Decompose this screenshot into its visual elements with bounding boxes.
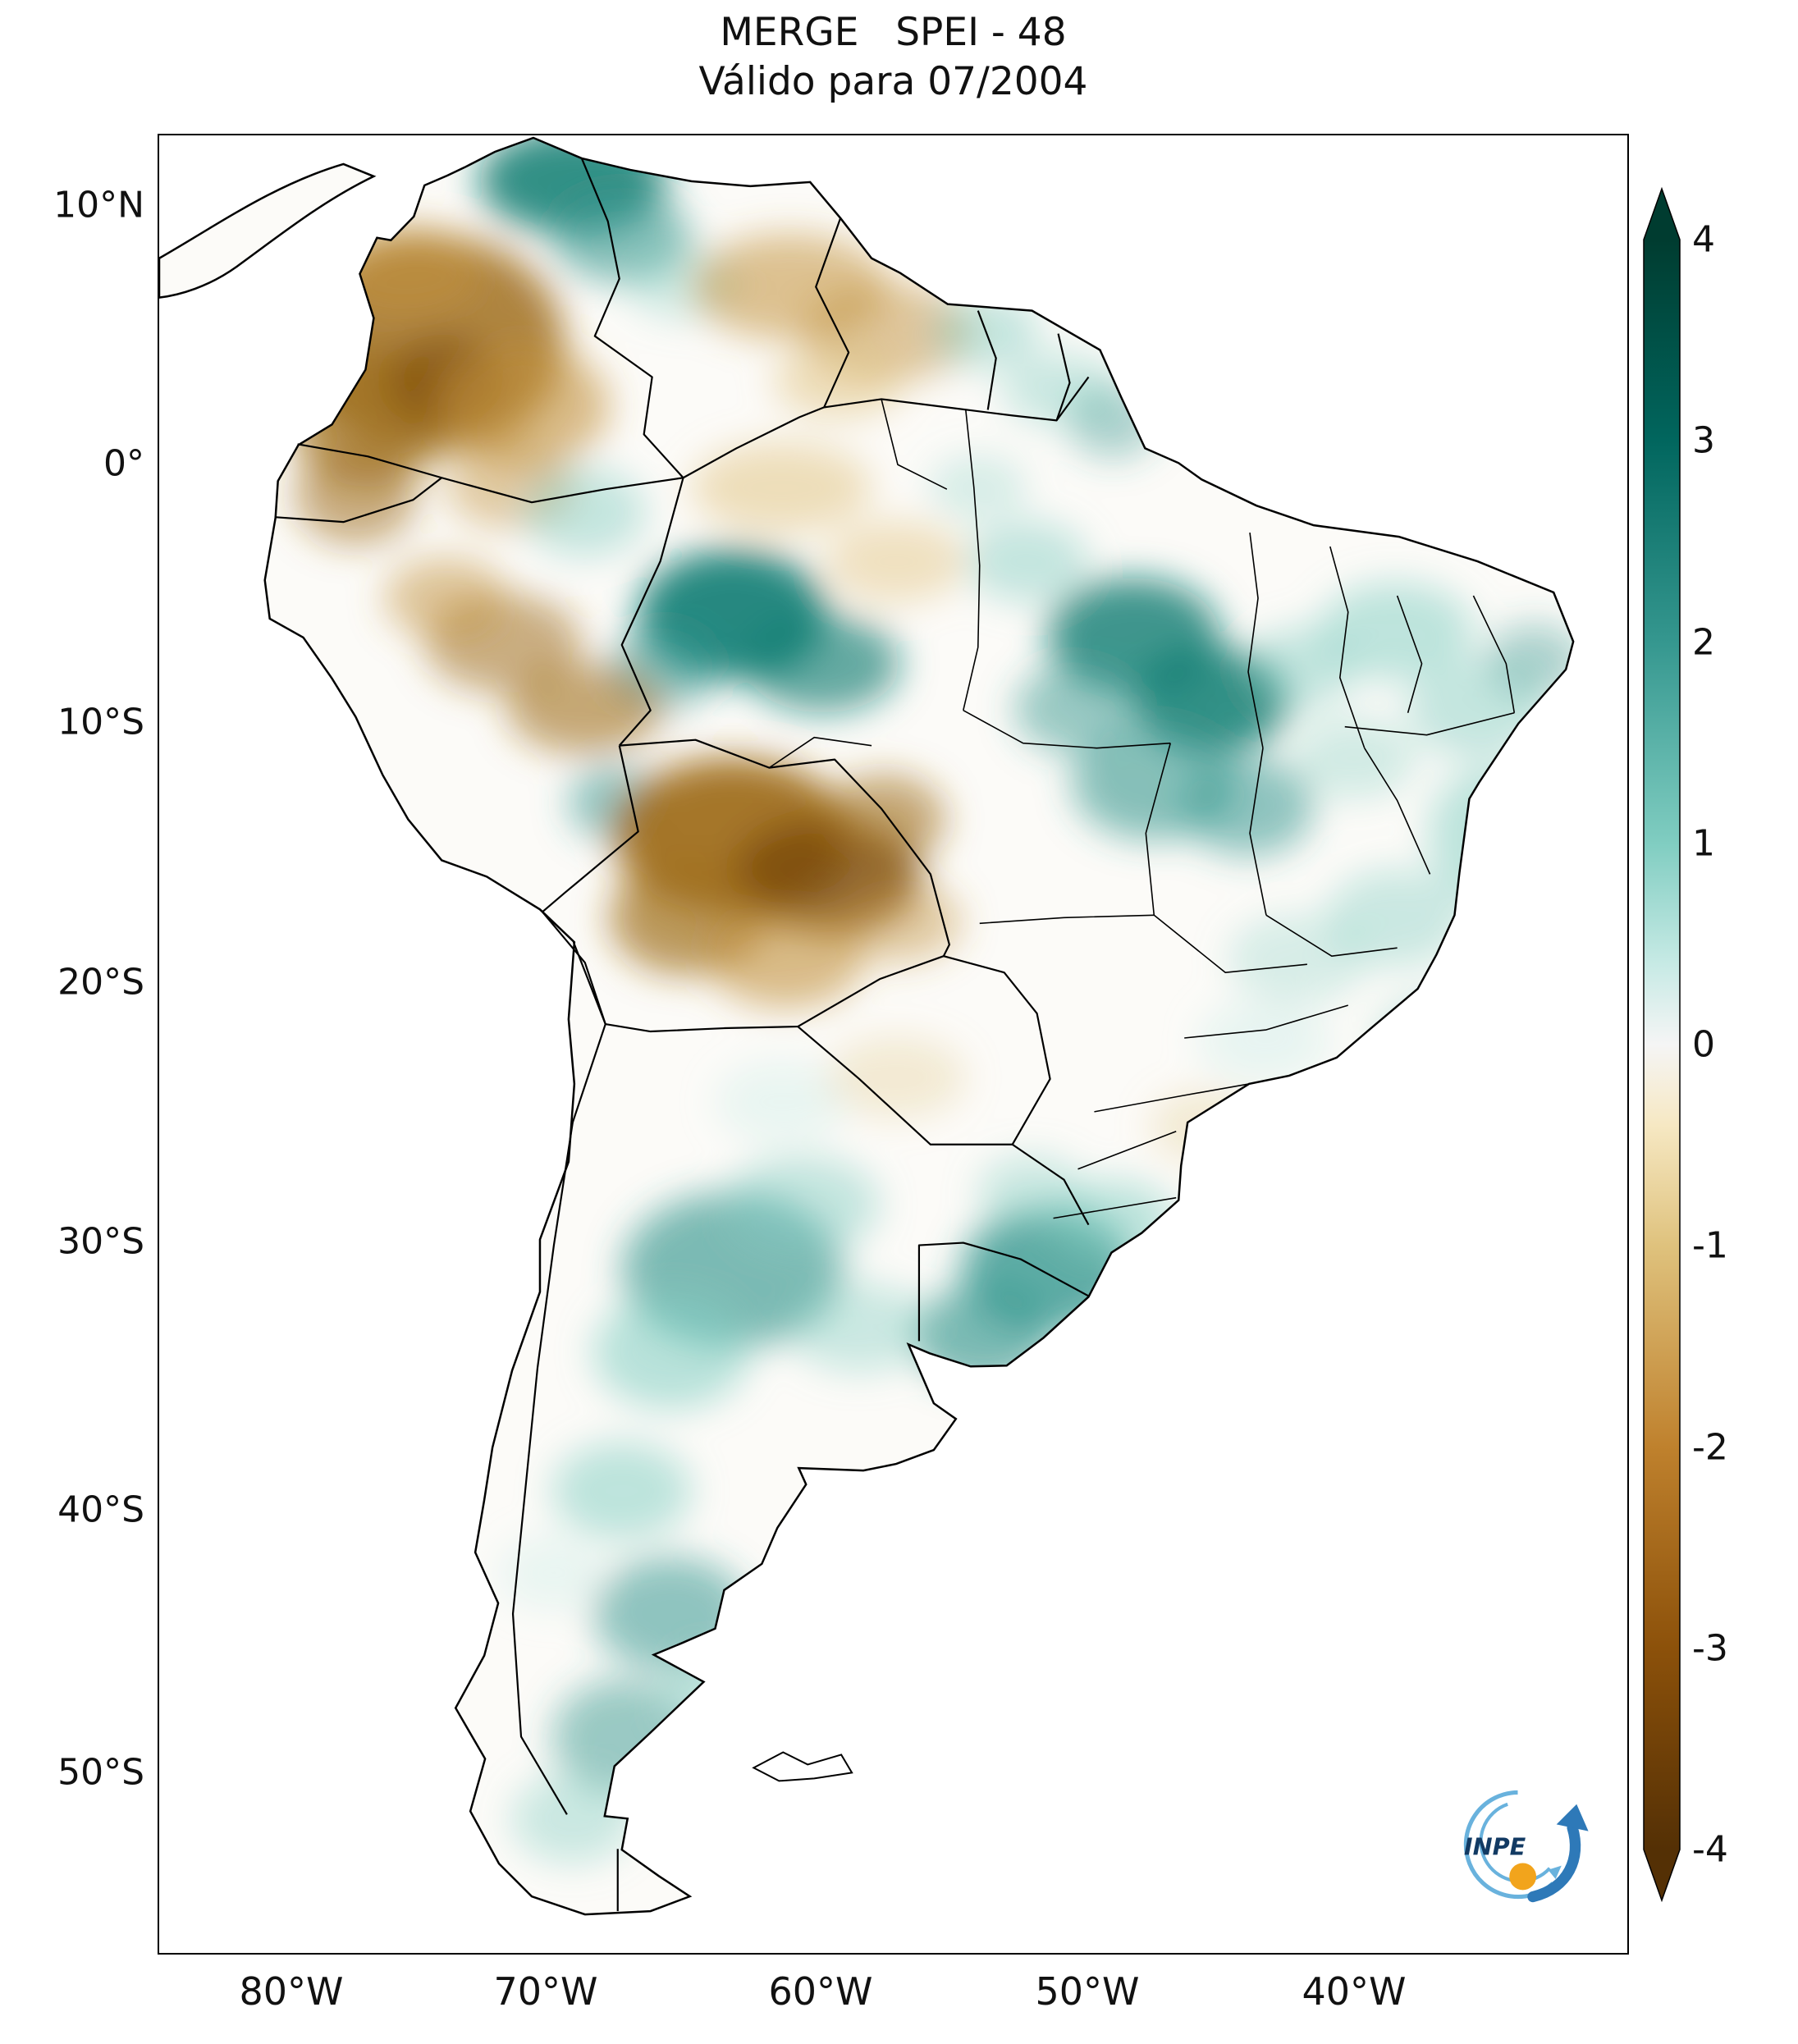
y-axis-tick-50s: 50°S [57, 1751, 144, 1794]
inpe-logo-blue-arrow [1527, 1822, 1581, 1903]
colorbar-tick-m4: -4 [1692, 1828, 1728, 1871]
x-axis-tick-50w: 50°W [1035, 1969, 1140, 2014]
map-plot-area: INPE [158, 134, 1629, 1955]
colorbar-tick-m1: -1 [1692, 1224, 1728, 1267]
colorbar [1643, 187, 1681, 1902]
island-outline [752, 1751, 853, 1782]
x-axis-tick-60w: 60°W [768, 1969, 873, 2014]
inpe-logo: INPE [1463, 1790, 1589, 1903]
colorbar-tick-2: 2 [1692, 621, 1715, 664]
y-axis-tick-10s: 10°S [57, 701, 144, 743]
figure-title: MERGE SPEI - 48 [720, 10, 1067, 55]
colorbar-gradient [1643, 187, 1681, 1902]
colorbar-tick-1: 1 [1692, 822, 1715, 865]
colorbar-tick-0: 0 [1692, 1023, 1715, 1066]
title-block: MERGE SPEI - 48 Válido para 07/2004 [158, 8, 1629, 107]
y-axis-tick-10n: 10°N [53, 184, 144, 226]
inpe-logo-outer-swirl [1463, 1790, 1555, 1900]
state-borders [768, 399, 1516, 1219]
inpe-logo-swirl-arrowhead [1548, 1865, 1562, 1880]
x-axis-tick-80w: 80°W [239, 1969, 344, 2014]
x-axis-tick-70w: 70°W [493, 1969, 598, 2014]
central-america-strip [159, 162, 377, 299]
inpe-logo-blue-arrowhead [1556, 1804, 1589, 1831]
y-axis-tick-0: 0° [103, 442, 144, 485]
y-axis-tick-20s: 20°S [57, 961, 144, 1004]
y-axis-tick-40s: 40°S [57, 1488, 144, 1531]
colorbar-tick-m3: -3 [1692, 1627, 1728, 1670]
inpe-logo-text: INPE [1464, 1832, 1526, 1860]
south-america-spei-map [159, 136, 1575, 1916]
x-axis-tick-40w: 40°W [1302, 1969, 1407, 2014]
colorbar-tick-3: 3 [1692, 419, 1715, 462]
colorbar-tick-4: 4 [1692, 218, 1715, 261]
coastline [263, 136, 1575, 1916]
figure-subtitle: Válido para 07/2004 [698, 59, 1088, 105]
y-axis-tick-30s: 30°S [57, 1220, 144, 1263]
inpe-logo-orange-ball [1509, 1863, 1537, 1891]
colorbar-tick-m2: -2 [1692, 1426, 1728, 1469]
